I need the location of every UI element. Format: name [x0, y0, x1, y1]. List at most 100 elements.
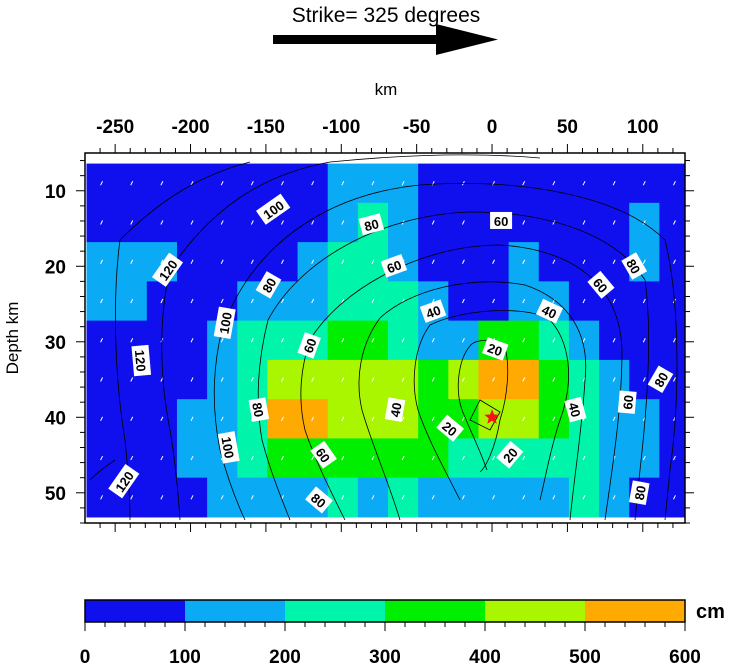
colorbar-tick-label: 400 [469, 647, 501, 667]
rake-marker [100, 180, 104, 186]
svg-text:80: 80 [651, 370, 671, 390]
rake-marker [130, 416, 134, 422]
rake-marker [522, 377, 526, 382]
rake-marker [281, 455, 284, 461]
rake-marker [461, 416, 465, 422]
rake-marker [552, 455, 556, 461]
rake-marker [612, 416, 616, 422]
slip-cells [86, 163, 686, 518]
rake-marker [642, 377, 646, 382]
rake-marker [552, 338, 556, 343]
rake-marker [100, 416, 104, 422]
rake-marker [431, 495, 435, 500]
svg-text:40: 40 [387, 401, 404, 418]
rake-marker [582, 495, 586, 500]
rake-marker [281, 338, 284, 343]
contour-label: 20 [436, 414, 465, 442]
rake-marker [401, 455, 405, 461]
rake-marker [341, 377, 345, 382]
contour-label: 80 [248, 397, 270, 422]
y-tick-label: 50 [45, 484, 66, 505]
hypocenter-star-icon [484, 409, 500, 424]
rake-marker [552, 259, 556, 264]
rake-marker [582, 298, 586, 304]
y-tick-label: 10 [45, 182, 66, 203]
rake-marker [100, 377, 104, 382]
svg-text:80: 80 [363, 216, 381, 234]
rake-marker [673, 180, 676, 186]
rake-marker [371, 259, 375, 264]
rake-marker [311, 377, 315, 382]
x-tick-label: -100 [322, 117, 360, 138]
rake-marker [642, 298, 646, 304]
rake-marker [371, 298, 375, 304]
rake-marker [492, 495, 495, 500]
x-tick-label: 0 [487, 117, 498, 138]
rake-marker [582, 377, 586, 382]
rake-marker [341, 338, 345, 343]
rake-marker [642, 455, 646, 461]
rake-marker [160, 495, 164, 500]
rake-marker [250, 220, 254, 225]
rake-marker [160, 220, 164, 225]
rake-marker [130, 455, 134, 461]
rake-marker [220, 180, 224, 186]
rake-marker [190, 455, 194, 461]
rake-marker [552, 495, 556, 500]
slip-cell [659, 320, 686, 361]
rake-marker [130, 495, 134, 500]
contour-label: 60 [380, 254, 408, 278]
colorbar-segment [485, 600, 585, 622]
contour-label: 80 [647, 365, 674, 394]
rake-marker [190, 338, 194, 343]
x-tick-label: -50 [403, 117, 430, 138]
svg-text:40: 40 [565, 401, 583, 419]
hypocenter-star [484, 409, 500, 424]
contour-label: 40 [384, 397, 406, 422]
rake-marker [673, 377, 676, 382]
svg-text:60: 60 [312, 445, 333, 465]
rake-marker [522, 220, 526, 225]
rake-marker [341, 259, 345, 264]
rake-marker [281, 416, 284, 422]
contour-label: 80 [629, 480, 650, 506]
rake-marker [250, 259, 254, 264]
rake-marker [401, 416, 405, 422]
y-tick-label: 30 [45, 333, 66, 354]
rake-marker [160, 416, 164, 422]
rake-marker [220, 416, 224, 422]
rake-marker [190, 298, 194, 304]
rake-marker [522, 416, 526, 422]
rake-marker [552, 220, 556, 225]
colorbar-tick-label: 0 [80, 647, 91, 667]
rake-marker [371, 338, 375, 343]
rake-marker [673, 495, 676, 500]
rake-marker [642, 338, 646, 343]
rake-marker [522, 298, 526, 304]
rake-marker [673, 455, 676, 461]
rake-marker [642, 259, 646, 264]
rake-marker [130, 338, 134, 343]
svg-text:60: 60 [494, 214, 508, 229]
rake-marker [552, 377, 556, 382]
contour-label: 40 [535, 298, 564, 324]
rake-marker [311, 298, 315, 304]
rake-marker [250, 455, 254, 461]
x-axis-title: km [375, 80, 398, 99]
rake-marker [552, 180, 556, 186]
rake-marker [341, 220, 345, 225]
svg-text:80: 80 [259, 275, 279, 295]
rake-marker [612, 259, 616, 264]
rake-marker [130, 220, 134, 225]
rake-marker [582, 259, 586, 264]
rake-marker [492, 259, 495, 264]
rake-marker [582, 455, 586, 461]
rake-marker [582, 338, 586, 343]
rake-marker [401, 220, 405, 225]
slip-cell [659, 438, 686, 479]
rake-marker [100, 338, 104, 343]
svg-text:40: 40 [539, 302, 558, 322]
rake-marker [250, 377, 254, 382]
